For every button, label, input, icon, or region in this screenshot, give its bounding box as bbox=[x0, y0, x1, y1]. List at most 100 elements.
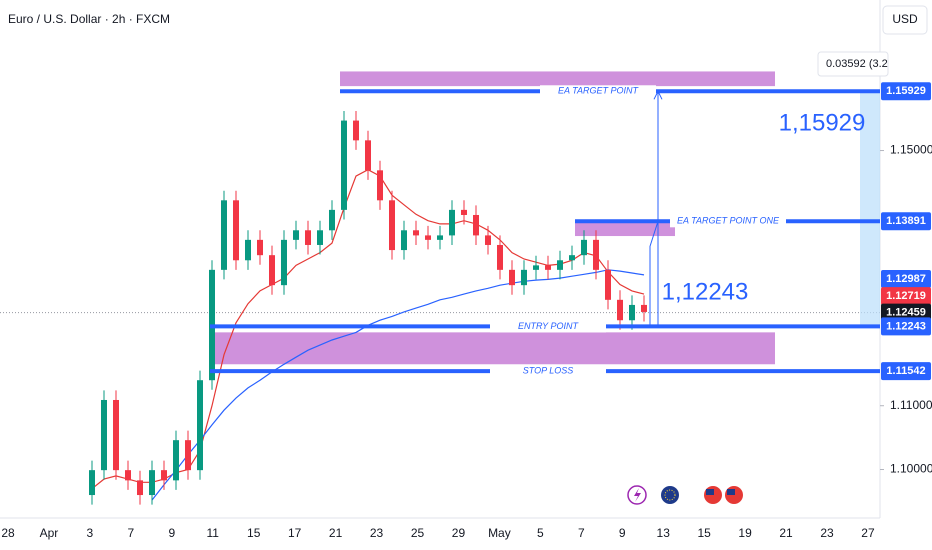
candle-body bbox=[533, 265, 539, 270]
level-label-bg bbox=[490, 320, 606, 333]
x-tick-label: 9 bbox=[168, 526, 175, 540]
candle-body bbox=[353, 120, 359, 141]
x-tick-label: Apr bbox=[40, 526, 59, 540]
x-tick-label: 9 bbox=[619, 526, 626, 540]
currency-label: USD bbox=[892, 12, 918, 26]
chart-title: Euro / U.S. Dollar · 2h · FXCM bbox=[8, 12, 170, 26]
moving-average-line bbox=[151, 269, 645, 501]
candle-body bbox=[221, 200, 227, 270]
measure-label: 0.03592 (3.2 bbox=[826, 58, 888, 70]
candle-body bbox=[257, 239, 263, 256]
level-label: EA TARGET POINT ONE bbox=[677, 216, 780, 226]
candle-body bbox=[461, 209, 467, 215]
event-icon[interactable] bbox=[661, 486, 679, 504]
measure-range bbox=[860, 91, 880, 327]
candle-body bbox=[425, 235, 431, 240]
price-label: 1.15929 bbox=[886, 85, 926, 97]
candle-body bbox=[245, 239, 251, 261]
price-label: 1.12987 bbox=[886, 273, 926, 285]
x-tick-label: 7 bbox=[578, 526, 585, 540]
candle-body bbox=[629, 304, 635, 321]
x-tick-label: 19 bbox=[738, 526, 752, 540]
candle-body bbox=[89, 470, 95, 496]
x-tick-label: 23 bbox=[370, 526, 384, 540]
candle-body bbox=[641, 304, 647, 312]
candle-body bbox=[617, 299, 623, 321]
price-label-bg bbox=[881, 269, 931, 288]
x-tick-label: 27 bbox=[861, 526, 875, 540]
level-label: ENTRY POINT bbox=[518, 321, 580, 331]
price-label-bg bbox=[881, 82, 931, 101]
level-label: STOP LOSS bbox=[523, 366, 574, 376]
candle-body bbox=[197, 380, 203, 471]
candle-body bbox=[317, 230, 323, 245]
x-tick-label: 11 bbox=[207, 526, 220, 540]
x-tick-label: 3 bbox=[87, 526, 94, 540]
candle-body bbox=[185, 440, 191, 471]
candle-body bbox=[173, 440, 179, 481]
event-icon-glyph bbox=[706, 489, 714, 495]
candle-body bbox=[497, 244, 503, 270]
candle-body bbox=[569, 255, 575, 261]
x-tick-label: 15 bbox=[247, 526, 261, 540]
candle-body bbox=[113, 399, 119, 471]
x-tick-label: 5 bbox=[537, 526, 544, 540]
candle-body bbox=[437, 235, 443, 240]
price-label-bg bbox=[881, 303, 931, 322]
candle-body bbox=[125, 470, 131, 481]
target-arrow bbox=[649, 221, 659, 327]
zone bbox=[210, 332, 775, 365]
x-tick-label: 17 bbox=[288, 526, 302, 540]
candle-body bbox=[389, 200, 395, 251]
y-tick-label: 1.15000 bbox=[890, 143, 932, 157]
annotation: 1,12243 bbox=[662, 278, 749, 305]
zone bbox=[340, 71, 775, 87]
candle-body bbox=[137, 480, 143, 496]
x-tick-label: 13 bbox=[657, 526, 671, 540]
candle-body bbox=[305, 230, 311, 245]
candle-body bbox=[233, 200, 239, 261]
candle-body bbox=[281, 239, 287, 286]
candle-body bbox=[161, 470, 167, 481]
price-label-bg bbox=[881, 212, 931, 231]
candle-body bbox=[473, 214, 479, 236]
measure-label-bg bbox=[817, 51, 889, 77]
candle-body bbox=[365, 140, 371, 171]
candle-body bbox=[521, 269, 527, 286]
level-label-bg bbox=[540, 85, 656, 98]
event-icon-glyph bbox=[634, 488, 641, 502]
event-icon-glyph bbox=[727, 489, 735, 495]
candle-body bbox=[581, 239, 587, 256]
x-tick-label: 21 bbox=[329, 526, 343, 540]
price-label: 1.12243 bbox=[886, 320, 926, 332]
price-label: 1.12459 bbox=[886, 307, 926, 319]
candle-body bbox=[449, 209, 455, 236]
annotation: 1,15929 bbox=[779, 109, 866, 136]
x-tick-label: May bbox=[488, 526, 511, 540]
candle-body bbox=[293, 230, 299, 240]
x-tick-label: 23 bbox=[820, 526, 834, 540]
currency-button[interactable] bbox=[882, 5, 928, 35]
candle-body bbox=[377, 170, 383, 201]
x-tick-label: 25 bbox=[411, 526, 425, 540]
candle-body bbox=[509, 269, 515, 286]
x-tick-label: 21 bbox=[779, 526, 793, 540]
candle-body bbox=[593, 239, 599, 270]
candle-body bbox=[605, 269, 611, 300]
price-label: 1.13891 bbox=[886, 215, 926, 227]
event-icons bbox=[627, 485, 743, 505]
x-tick-label: 28 bbox=[1, 526, 15, 540]
event-icon[interactable] bbox=[627, 485, 647, 505]
x-tick-label: 7 bbox=[128, 526, 135, 540]
price-label-bg bbox=[881, 317, 931, 336]
y-tick-label: 1.11000 bbox=[890, 398, 932, 412]
candle-body bbox=[149, 470, 155, 496]
zone bbox=[575, 219, 675, 237]
plot: EA TARGET POINT EA TARGET POINT ONE ENTRY … bbox=[0, 71, 884, 505]
candle-body bbox=[401, 230, 407, 251]
y-tick-label: 1.10000 bbox=[890, 462, 932, 476]
x-tick-label: 15 bbox=[697, 526, 711, 540]
candle-body bbox=[341, 120, 347, 210]
price-label: 1.11542 bbox=[886, 365, 925, 377]
